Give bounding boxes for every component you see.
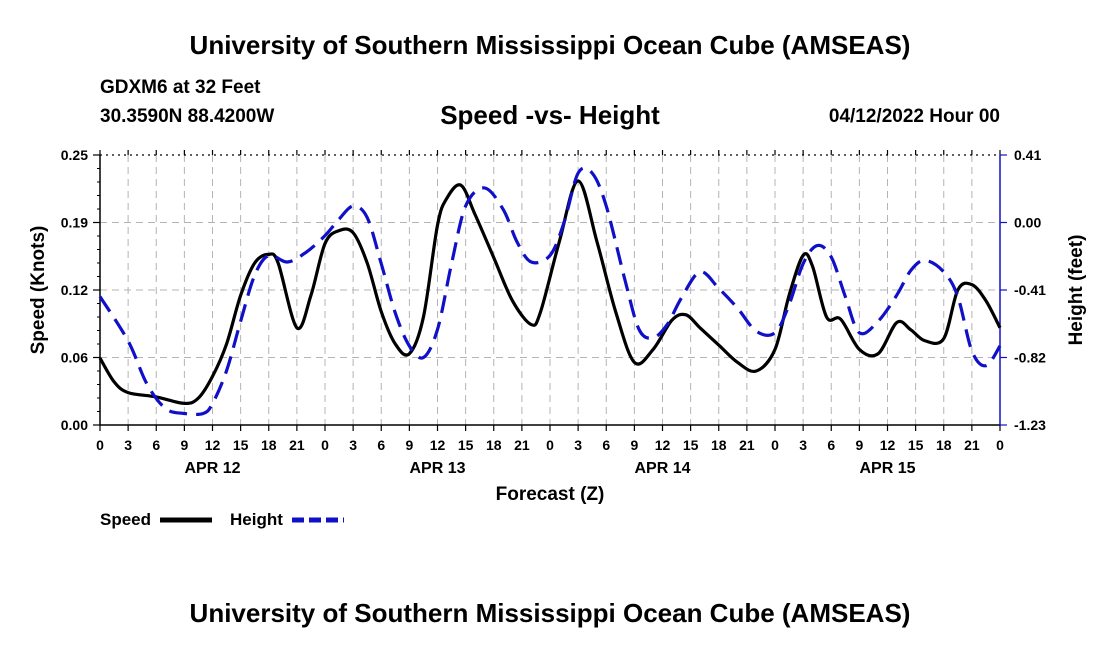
- x-tick-label: 12: [430, 437, 446, 453]
- chart-legend: Speed Height: [100, 510, 344, 529]
- run-date-label: 04/12/2022 Hour 00: [828, 106, 1000, 127]
- x-tick-label: 15: [233, 437, 249, 453]
- x-axis-title: Forecast (Z): [496, 484, 605, 505]
- day-label: APR 14: [634, 460, 690, 477]
- x-tick-label: 6: [827, 437, 835, 453]
- x-tick-label: 12: [880, 437, 896, 453]
- y-right-tick-label: -1.23: [1014, 417, 1046, 433]
- legend-label-height: Height: [230, 510, 283, 529]
- x-tick-label: 18: [711, 437, 727, 453]
- x-tick-label: 21: [289, 437, 305, 453]
- footer-title: University of Southern Mississippi Ocean…: [189, 598, 911, 628]
- chart-tick-labels: 0 3 6 9 12 15 18 21 0 3 6 9 12 15 18 21 0 3 6 9 12 15 18 21 0 3 6 9…: [28, 147, 1087, 505]
- day-label: APR 12: [184, 460, 240, 477]
- y-right-tick-label: -0.41: [1014, 282, 1046, 298]
- x-tick-label: 21: [514, 437, 530, 453]
- y-left-tick-label: 0.06: [61, 350, 88, 366]
- x-tick-label: 9: [180, 437, 188, 453]
- chart-ticks: [93, 150, 1007, 431]
- x-tick-label: 6: [602, 437, 610, 453]
- x-tick-label: 3: [349, 437, 357, 453]
- y-right-tick-label: 0.41: [1014, 147, 1041, 163]
- page-title: University of Southern Mississippi Ocean…: [189, 30, 911, 60]
- x-tick-label: 21: [739, 437, 755, 453]
- day-label: APR 15: [859, 460, 915, 477]
- x-tick-label: 0: [96, 437, 104, 453]
- x-tick-label: 12: [655, 437, 671, 453]
- day-label: APR 13: [409, 460, 465, 477]
- x-tick-label: 0: [546, 437, 554, 453]
- x-tick-label: 9: [405, 437, 413, 453]
- x-tick-label: 0: [996, 437, 1004, 453]
- y-right-tick-label: -0.82: [1014, 350, 1046, 366]
- legend-label-speed: Speed: [100, 510, 151, 529]
- station-label: GDXM6 at 32 Feet: [100, 77, 261, 98]
- chart-title: Speed -vs- Height: [440, 100, 660, 130]
- x-tick-label: 18: [936, 437, 952, 453]
- x-tick-label: 15: [908, 437, 924, 453]
- x-tick-label: 6: [152, 437, 160, 453]
- y-right-axis-title: Height (feet): [1066, 235, 1087, 346]
- speed-series-line: [98, 179, 1002, 406]
- y-left-tick-label: 0.19: [61, 215, 88, 231]
- x-tick-label: 15: [683, 437, 699, 453]
- x-tick-label: 9: [855, 437, 863, 453]
- x-tick-label: 3: [799, 437, 807, 453]
- x-tick-label: 6: [377, 437, 385, 453]
- x-tick-label: 3: [124, 437, 132, 453]
- x-tick-label: 0: [321, 437, 329, 453]
- chart-series: [98, 166, 1002, 417]
- x-tick-label: 12: [205, 437, 221, 453]
- x-tick-label: 9: [630, 437, 638, 453]
- y-left-axis-title: Speed (Knots): [28, 226, 49, 355]
- height-series-line: [98, 166, 1002, 417]
- x-tick-label: 18: [486, 437, 502, 453]
- coordinates-label: 30.3590N 88.4200W: [100, 106, 275, 127]
- y-left-tick-label: 0.00: [61, 417, 88, 433]
- x-tick-label: 18: [261, 437, 277, 453]
- x-tick-label: 21: [964, 437, 980, 453]
- chart-grid: [100, 155, 1000, 425]
- x-tick-label: 15: [458, 437, 474, 453]
- y-left-tick-label: 0.12: [61, 282, 88, 298]
- x-tick-label: 3: [574, 437, 582, 453]
- y-right-tick-label: 0.00: [1014, 215, 1041, 231]
- x-tick-label: 0: [771, 437, 779, 453]
- y-left-tick-label: 0.25: [61, 147, 88, 163]
